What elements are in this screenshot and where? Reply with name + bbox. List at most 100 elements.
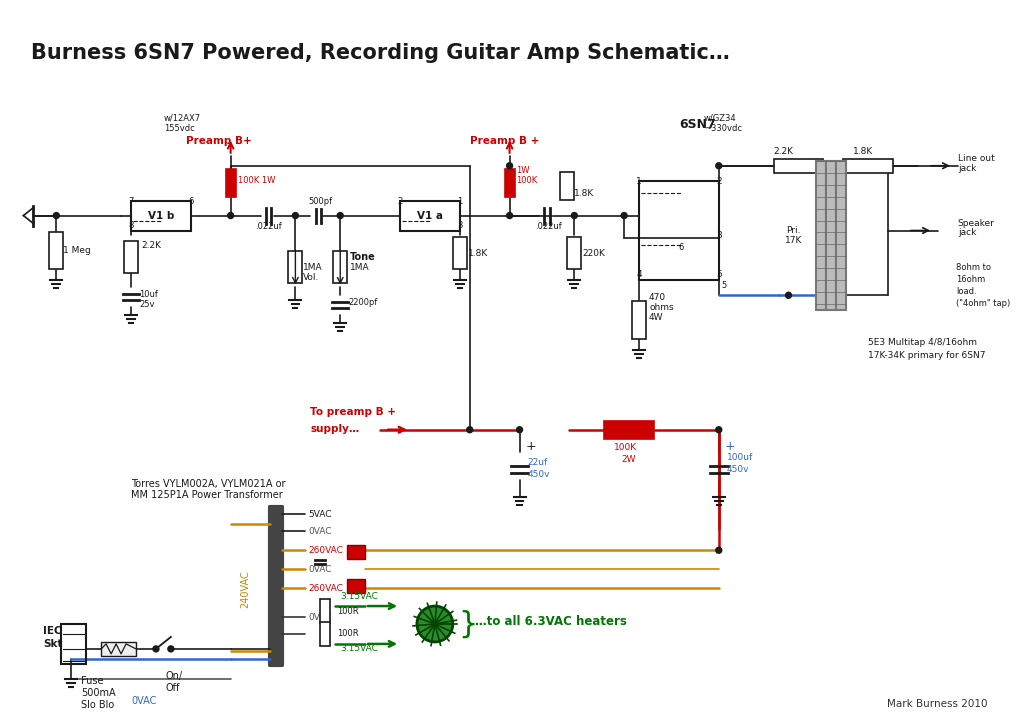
Bar	[333, 251, 347, 283]
Bar	[347, 545, 366, 559]
Text: w/GZ34: w/GZ34	[703, 114, 736, 123]
Text: 22uf: 22uf	[527, 458, 548, 466]
Text: 1W: 1W	[516, 167, 530, 175]
Text: 17K-34K primary for 6SN7: 17K-34K primary for 6SN7	[868, 351, 986, 360]
Circle shape	[785, 292, 792, 298]
Bar	[131, 201, 190, 230]
Text: 5VAC: 5VAC	[308, 510, 332, 519]
Text: 500mA: 500mA	[81, 688, 116, 698]
Text: 470: 470	[649, 293, 667, 302]
Text: w/12AX7: w/12AX7	[164, 114, 201, 123]
Text: 1 Meg: 1 Meg	[63, 246, 91, 255]
Text: 6: 6	[188, 197, 194, 206]
Text: 0VAC: 0VAC	[308, 565, 332, 573]
Text: 450v: 450v	[727, 465, 750, 473]
Text: 8: 8	[128, 221, 134, 230]
Text: 5: 5	[716, 270, 722, 279]
Text: Line out: Line out	[957, 153, 994, 163]
Text: 155vdc: 155vdc	[164, 124, 195, 133]
Text: 100K 1W: 100K 1W	[238, 176, 275, 185]
Text: 2W: 2W	[622, 455, 636, 463]
Text: Fuse: Fuse	[81, 675, 103, 686]
Text: 100K: 100K	[614, 442, 637, 452]
Circle shape	[516, 426, 522, 433]
Text: 4: 4	[636, 270, 642, 279]
Text: 1MA: 1MA	[350, 264, 370, 272]
Text: ("4ohm" tap): ("4ohm" tap)	[955, 299, 1010, 308]
Text: MM 125P1A Power Transformer: MM 125P1A Power Transformer	[131, 490, 283, 500]
Text: 25v: 25v	[139, 300, 155, 309]
Bar	[632, 301, 646, 339]
Bar	[400, 201, 460, 230]
Text: Off: Off	[166, 683, 180, 693]
Circle shape	[507, 163, 513, 169]
Bar	[567, 237, 582, 269]
Bar	[773, 159, 823, 173]
Text: 7: 7	[128, 197, 134, 206]
Text: +: +	[525, 439, 537, 452]
Text: 6SN7: 6SN7	[679, 118, 716, 131]
Bar	[101, 642, 136, 656]
Text: 0VAC: 0VAC	[131, 696, 157, 706]
Circle shape	[227, 213, 233, 219]
Text: 3: 3	[457, 221, 463, 230]
Circle shape	[337, 213, 343, 219]
Circle shape	[293, 213, 298, 219]
Text: 0VAC: 0VAC	[308, 613, 332, 621]
Circle shape	[622, 213, 627, 219]
Text: 500pf: 500pf	[308, 197, 333, 206]
Text: 5E3 Multitap 4/8/16ohm: 5E3 Multitap 4/8/16ohm	[868, 338, 977, 347]
Text: 3.15VAC: 3.15VAC	[340, 592, 378, 601]
Bar	[49, 232, 63, 269]
Bar	[289, 251, 302, 283]
Bar	[321, 599, 331, 623]
Text: 220K: 220K	[583, 249, 605, 258]
Text: 240VAC: 240VAC	[241, 571, 251, 608]
Circle shape	[467, 426, 473, 433]
Text: V1 b: V1 b	[147, 211, 174, 221]
Bar	[604, 421, 654, 439]
Text: jack: jack	[957, 229, 976, 237]
Text: }: }	[458, 610, 477, 639]
Text: 6: 6	[678, 243, 684, 253]
Text: 100uf: 100uf	[727, 452, 753, 462]
Text: 1MA: 1MA	[303, 263, 323, 272]
Text: 5: 5	[722, 282, 727, 290]
Text: 2.2K: 2.2K	[773, 147, 794, 156]
Text: Tone: Tone	[350, 253, 376, 262]
Circle shape	[507, 213, 513, 219]
Text: 100K: 100K	[516, 176, 538, 185]
Bar	[837, 161, 846, 310]
Text: 1.8K: 1.8K	[853, 147, 873, 156]
Text: 450v: 450v	[527, 470, 550, 479]
Circle shape	[571, 213, 578, 219]
Text: Speaker: Speaker	[957, 219, 994, 227]
Text: supply…: supply…	[310, 424, 359, 434]
Text: 2: 2	[716, 177, 722, 185]
Bar	[225, 169, 236, 197]
Circle shape	[153, 646, 159, 652]
Text: Slo Blo: Slo Blo	[81, 699, 115, 710]
Bar	[639, 181, 719, 280]
Bar	[124, 242, 138, 274]
Text: Mark Burness 2010: Mark Burness 2010	[887, 699, 988, 709]
Text: 2.2K: 2.2K	[141, 241, 161, 250]
Text: 2: 2	[397, 197, 402, 206]
Bar	[560, 172, 574, 200]
Text: 3.15VAC: 3.15VAC	[340, 644, 378, 653]
Text: To preamp B +: To preamp B +	[310, 407, 396, 417]
Text: jack: jack	[957, 164, 976, 173]
Text: On/: On/	[166, 670, 183, 681]
Text: 260VAC: 260VAC	[308, 546, 343, 555]
Text: 4W: 4W	[649, 313, 664, 322]
Circle shape	[53, 213, 59, 219]
Text: Pri.
17K: Pri. 17K	[784, 226, 802, 245]
Text: V1 a: V1 a	[417, 211, 442, 221]
Text: IEC: IEC	[43, 626, 62, 636]
Text: Burness 6SN7 Powered, Recording Guitar Amp Schematic…: Burness 6SN7 Powered, Recording Guitar A…	[32, 43, 730, 63]
Bar	[321, 622, 331, 646]
Circle shape	[417, 606, 453, 642]
Text: Torres VYLM002A, VYLM021A or: Torres VYLM002A, VYLM021A or	[131, 479, 286, 489]
Text: 0VAC: 0VAC	[308, 527, 332, 536]
Bar	[61, 624, 86, 664]
